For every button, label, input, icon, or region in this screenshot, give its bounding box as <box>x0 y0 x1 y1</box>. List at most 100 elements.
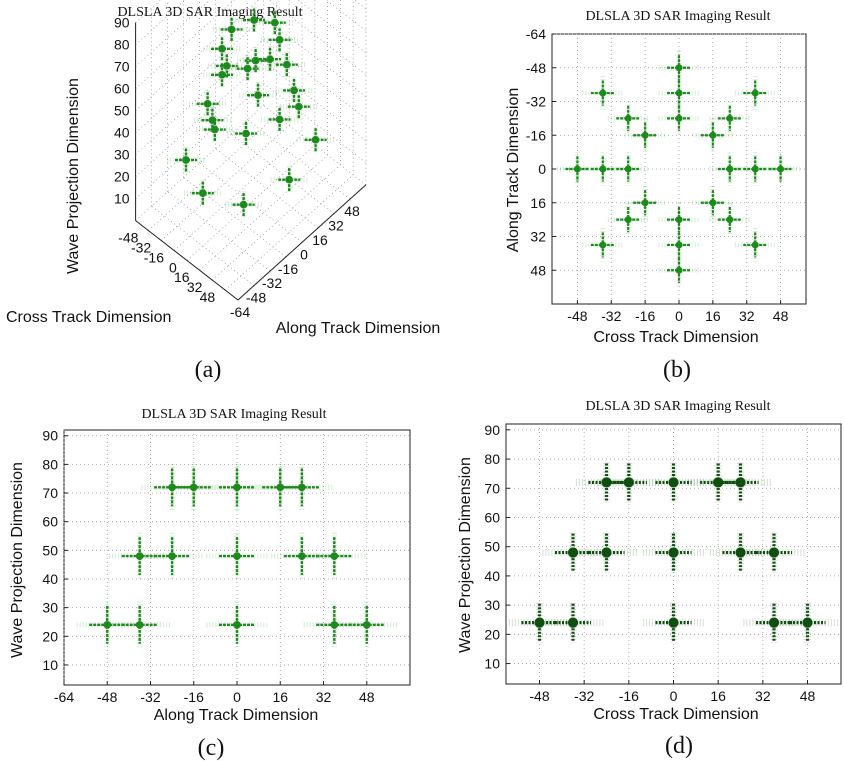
x-tick-label: 48 <box>773 308 789 324</box>
x-tick-label: 0 <box>233 689 241 705</box>
x-tick-label: 48 <box>359 689 375 705</box>
x-tick-label: 32 <box>739 308 755 324</box>
x-tick-label: 0 <box>300 246 308 262</box>
panel-b-plot: DLSLA 3D SAR Imaging Result -48 -32 -16 0 16… <box>505 9 807 383</box>
scatter-point <box>203 61 241 88</box>
y-tick-label: 30 <box>42 600 58 616</box>
grid-line-x <box>231 133 335 214</box>
grid-line-x <box>199 162 303 243</box>
x-tick-label: -48 <box>97 689 117 705</box>
panel-a-caption: (a) <box>195 357 222 383</box>
grid-line-y <box>224 174 354 291</box>
scatter-point <box>575 532 638 573</box>
panel-b-caption: (b) <box>663 357 691 383</box>
scatter-point <box>212 16 251 43</box>
x-tick-label: 0 <box>675 308 683 324</box>
scatter-point <box>542 602 604 643</box>
grid-line-z <box>263 61 367 142</box>
grid-line-x <box>215 148 319 229</box>
x-tick-label: -16 <box>619 688 639 704</box>
panel-c-caption: (c) <box>198 735 225 761</box>
scatter-point <box>734 228 776 262</box>
scatter-point <box>582 228 624 262</box>
grid-line-x <box>247 119 351 200</box>
z-tick-label: 70 <box>114 59 130 75</box>
y-tick-label: 30 <box>484 597 500 613</box>
scatter-point <box>642 602 705 643</box>
scatter-point <box>208 52 246 80</box>
panel-b-marks <box>557 50 801 288</box>
y-tick-label: 10 <box>484 656 500 672</box>
scatter-point <box>607 202 649 237</box>
scatter-point <box>260 106 299 133</box>
scatter-point <box>542 532 604 573</box>
scatter-point <box>167 146 205 174</box>
y-tick-label: 60 <box>42 514 58 530</box>
scatter-point <box>709 101 751 136</box>
scatter-point <box>709 462 772 503</box>
z-tick-label: 30 <box>114 147 130 163</box>
scatter-point <box>709 202 751 237</box>
scatter-point <box>692 118 734 153</box>
scatter-point <box>224 191 263 218</box>
x-tick-label: 32 <box>755 688 771 704</box>
x-tick-label: 32 <box>328 218 344 234</box>
scatter-point <box>270 166 308 193</box>
grid-line-y <box>160 124 290 241</box>
y-tick-label: -48 <box>118 230 138 246</box>
y-tick-label: 90 <box>42 428 58 444</box>
y-tick-label: 50 <box>42 542 58 558</box>
x-tick-label: -48 <box>567 308 587 324</box>
scatter-point <box>709 532 772 573</box>
y-tick-label: 40 <box>484 568 500 584</box>
scatter-point <box>206 601 268 649</box>
panel-d-caption: (d) <box>665 733 693 759</box>
y-tick-label: 16 <box>530 195 546 211</box>
scatter-point <box>642 462 705 503</box>
panel-a-zlabel: Wave Projection Dimension <box>65 78 82 274</box>
panel-d-title: DLSLA 3D SAR Imaging Result <box>585 399 770 414</box>
scatter-point <box>296 126 335 154</box>
grid-line-z <box>135 0 260 111</box>
scatter-point <box>141 532 203 580</box>
grid-line-x <box>151 205 255 286</box>
scatter-point <box>658 101 700 136</box>
scatter-point <box>206 532 268 580</box>
z-tick-label: 10 <box>114 191 130 207</box>
y-tick-label: 80 <box>484 451 500 467</box>
x-tick-label: -16 <box>184 689 204 705</box>
y-tick-label: 0 <box>169 259 177 275</box>
grid-line-z <box>135 61 264 177</box>
scatter-point <box>658 228 700 262</box>
y-tick-label: 60 <box>484 509 500 525</box>
y-tick-label: 48 <box>200 289 216 305</box>
grid-line-y <box>173 134 303 251</box>
panel-a-xlabel: Along Track Dimension <box>276 320 441 337</box>
x-tick-label: 16 <box>312 232 328 248</box>
panel-c-ylabel: Wave Projection Dimension <box>9 462 26 658</box>
x-tick-label: -32 <box>262 275 282 291</box>
x-tick-label: -48 <box>246 290 266 306</box>
x-tick-label: 48 <box>800 688 816 704</box>
panel-a-3d-plot: DLSLA 3D SAR Imaging Result -64-48-32-16… <box>6 0 440 383</box>
y-tick-label: -32 <box>131 239 151 255</box>
scatter-point <box>658 50 700 85</box>
x-tick-label: 16 <box>272 689 288 705</box>
panel-b-ylabel: Along Track Dimension <box>505 88 522 253</box>
scatter-point <box>508 602 571 643</box>
scatter-point <box>206 463 268 511</box>
scatter-point <box>734 76 776 110</box>
y-tick-label: 70 <box>484 480 500 496</box>
scatter-point <box>268 51 306 78</box>
x-tick-label: -32 <box>574 688 594 704</box>
grid-line-z <box>263 17 367 98</box>
grid-line-z <box>268 0 367 76</box>
x-tick-label: -16 <box>635 308 655 324</box>
scatter-point <box>228 55 267 82</box>
scatter-point <box>188 90 227 118</box>
x-tick-label: -64 <box>54 689 74 705</box>
scatter-point <box>760 152 801 186</box>
panel-a-marks <box>167 6 335 218</box>
y-tick-label: 70 <box>42 485 58 501</box>
grid-line-y <box>148 115 277 231</box>
